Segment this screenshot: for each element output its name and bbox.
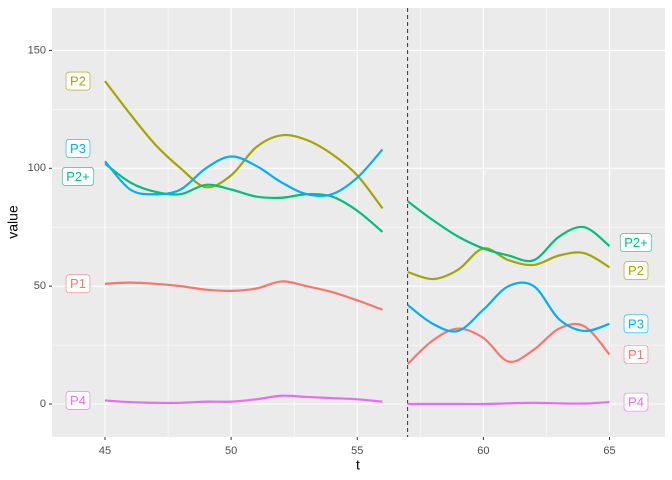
x-tick-label: 45 xyxy=(99,445,111,457)
series-label-box xyxy=(619,233,653,252)
line xyxy=(406,322,611,365)
series-label: P2 xyxy=(65,71,91,91)
line xyxy=(407,401,610,406)
marks xyxy=(104,8,611,437)
series-label: P1 xyxy=(65,274,91,294)
series-label: P3 xyxy=(623,314,649,334)
line xyxy=(104,148,384,198)
series-label-text: P1 xyxy=(628,347,644,362)
y-tick-label: 150 xyxy=(28,44,46,56)
series-label-text: P2+ xyxy=(66,169,90,184)
line xyxy=(104,80,384,210)
series-label: P4 xyxy=(65,391,91,410)
y-tick-label: 100 xyxy=(28,162,46,174)
series-label: P2 xyxy=(623,261,649,280)
line xyxy=(407,247,611,281)
series-label-box xyxy=(623,345,649,364)
series-label-text: P4 xyxy=(628,395,644,410)
series-label-text: P2+ xyxy=(624,235,648,250)
series-label-box xyxy=(61,167,95,186)
series-label-box xyxy=(65,71,91,91)
series-label: P1 xyxy=(623,345,649,364)
series-label: P3 xyxy=(65,139,91,158)
line xyxy=(104,280,383,311)
y-axis-title: value xyxy=(5,205,21,239)
line xyxy=(407,281,610,333)
series-label-text: P3 xyxy=(70,141,86,156)
x-tick-label: 50 xyxy=(225,445,237,457)
line xyxy=(104,394,383,405)
series-label: P2+ xyxy=(619,233,653,252)
y-tick-label: 50 xyxy=(34,280,46,292)
series-label-box xyxy=(623,261,649,280)
series-label-text: P2 xyxy=(628,263,644,278)
series-label-box xyxy=(623,314,649,334)
x-tick-label: 55 xyxy=(351,445,363,457)
series-label-text: P3 xyxy=(628,316,644,331)
line xyxy=(407,200,611,263)
series-label-text: P4 xyxy=(70,393,86,408)
series-label: P2+ xyxy=(61,167,95,186)
series-label-text: P1 xyxy=(70,276,86,291)
series-label-box xyxy=(623,392,649,412)
y-tick-label: 0 xyxy=(40,398,46,410)
x-tick-label: 60 xyxy=(477,445,489,457)
series-label: P4 xyxy=(623,392,649,412)
series-label-box xyxy=(65,274,91,294)
x-axis-title: t xyxy=(356,457,360,473)
series-label-text: P2 xyxy=(70,74,86,89)
line xyxy=(104,162,384,233)
panel xyxy=(52,8,665,437)
x-tick-label: 65 xyxy=(603,445,615,457)
series-label-box xyxy=(65,391,91,410)
series-label-box xyxy=(65,139,91,158)
